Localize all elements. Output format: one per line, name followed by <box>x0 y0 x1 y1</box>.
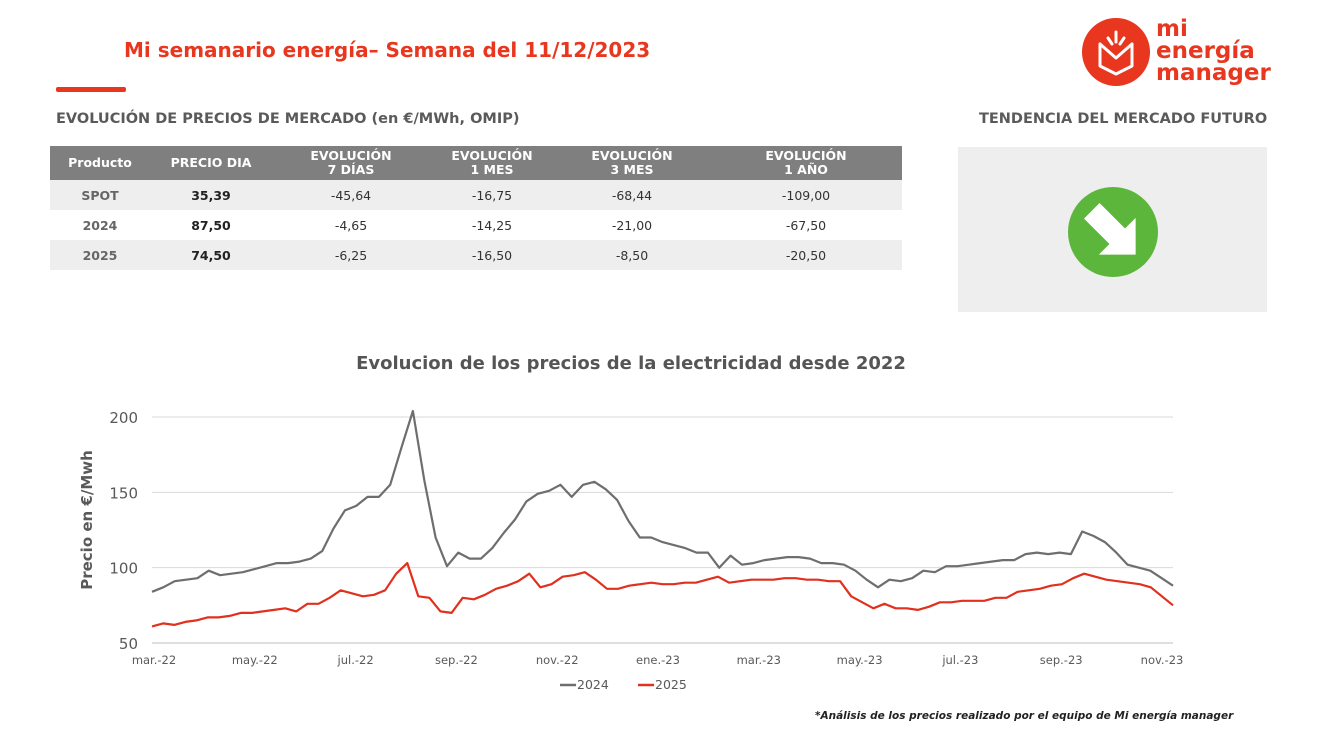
brand-logo: mi energía manager <box>1082 18 1272 90</box>
legend-label-2025: 2025 <box>655 677 687 692</box>
legend-label-2024: 2024 <box>577 677 609 692</box>
x-tick-label: jul.-23 <box>941 653 978 667</box>
cell-price: 35,39 <box>150 180 272 210</box>
header-evolution-1m: EVOLUCIÓN 1 MES <box>430 146 554 180</box>
x-tick-label: nov.-22 <box>536 653 579 667</box>
header-evolution-3m: EVOLUCIÓN 3 MES <box>554 146 710 180</box>
header-sublabel: 7 DÍAS <box>327 162 375 177</box>
header-evolution-1y: EVOLUCIÓN 1 AÑO <box>710 146 902 180</box>
cell-product: 2025 <box>50 240 150 270</box>
logo-line-3: manager <box>1156 60 1271 86</box>
cell-evolution-1y: -67,50 <box>785 217 827 233</box>
y-tick-label: 200 <box>109 409 138 427</box>
header-label: EVOLUCIÓN <box>451 148 533 163</box>
table-row: SPOT 35,39 -45,64 -16,75 -68,44 -109,00 <box>50 180 902 210</box>
title-underline <box>56 87 126 92</box>
header-label: EVOLUCIÓN <box>765 148 847 163</box>
cell-evolution-3m: -8,50 <box>554 240 710 270</box>
x-tick-label: sep.-23 <box>1040 653 1083 667</box>
table-row: 2025 74,50 -6,25 -16,50 -8,50 -20,50 <box>50 240 902 270</box>
cell-evolution-7d: -4,65 <box>334 217 368 233</box>
cell-evolution-1y: -109,00 <box>710 180 902 210</box>
market-prices-table: Producto PRECIO DIA EVOLUCIÓN 7 DÍAS EVOL… <box>50 146 902 270</box>
down-right-arrow-icon <box>1068 187 1158 277</box>
table-header-row: Producto PRECIO DIA EVOLUCIÓN 7 DÍAS EVOL… <box>50 146 902 180</box>
cell-evolution-1m: -16,75 <box>430 180 554 210</box>
page-title: Mi semanario energía– Semana del 11/12/2… <box>124 38 651 62</box>
y-axis-label: Precio en €/Mwh <box>78 450 96 590</box>
header-label: EVOLUCIÓN <box>310 148 392 163</box>
footnote: *Análisis de los precios realizado por e… <box>815 710 1234 722</box>
header-price-day: PRECIO DIA <box>150 146 272 180</box>
header-sublabel: 1 AÑO <box>784 162 828 177</box>
x-tick-label: sep.-22 <box>435 653 478 667</box>
logo-line-1: mi <box>1156 16 1188 42</box>
cell-evolution-1m: -14,25 <box>471 217 513 233</box>
table-row: 2024 87,50 -4,65 -14,25 -21,00 -67,50 <box>50 210 902 240</box>
series-line-2025 <box>151 561 1174 628</box>
x-tick-label: ene.-23 <box>636 653 680 667</box>
market-prices-section-title: EVOLUCIÓN DE PRECIOS DE MERCADO (en €/MW… <box>56 111 520 127</box>
future-trend-section-title: TENDENCIA DEL MERCADO FUTURO <box>979 111 1268 127</box>
chart-title: Evolucion de los precios de la electrici… <box>356 353 906 374</box>
cell-product: SPOT <box>50 180 150 210</box>
header-sublabel: 1 MES <box>470 162 514 177</box>
header-label: PRECIO DIA <box>170 155 252 170</box>
logo-mark-icon <box>1082 18 1150 86</box>
cell-evolution-7d: -6,25 <box>272 240 430 270</box>
y-tick-label: 100 <box>109 560 138 578</box>
x-tick-label: may.-23 <box>837 653 883 667</box>
header-sublabel: 3 MES <box>610 162 654 177</box>
future-trend-panel <box>958 147 1267 312</box>
header-label: EVOLUCIÓN <box>591 148 673 163</box>
header-evolution-7d: EVOLUCIÓN 7 DÍAS <box>272 146 430 180</box>
header-label: Producto <box>68 155 132 170</box>
x-tick-label: mar.-22 <box>132 653 176 667</box>
cell-evolution-3m: -21,00 <box>611 217 653 233</box>
x-tick-label: may.-22 <box>232 653 278 667</box>
cell-evolution-1y: -20,50 <box>710 240 902 270</box>
x-tick-label: jul.-22 <box>337 653 374 667</box>
series-line-2024 <box>151 409 1174 593</box>
x-tick-label: nov.-23 <box>1141 653 1184 667</box>
logo-line-2: energía <box>1156 38 1255 64</box>
cell-product: 2024 <box>82 217 118 233</box>
cell-evolution-7d: -45,64 <box>272 180 430 210</box>
logo-wordmark: mi energía manager <box>1156 16 1271 86</box>
y-tick-label: 150 <box>109 484 138 502</box>
x-tick-label: mar.-23 <box>737 653 781 667</box>
cell-evolution-3m: -68,44 <box>554 180 710 210</box>
header-product: Producto <box>50 146 150 180</box>
y-tick-label: 50 <box>119 635 138 653</box>
cell-price: 87,50 <box>191 217 231 233</box>
cell-price: 74,50 <box>150 240 272 270</box>
cell-evolution-1m: -16,50 <box>430 240 554 270</box>
